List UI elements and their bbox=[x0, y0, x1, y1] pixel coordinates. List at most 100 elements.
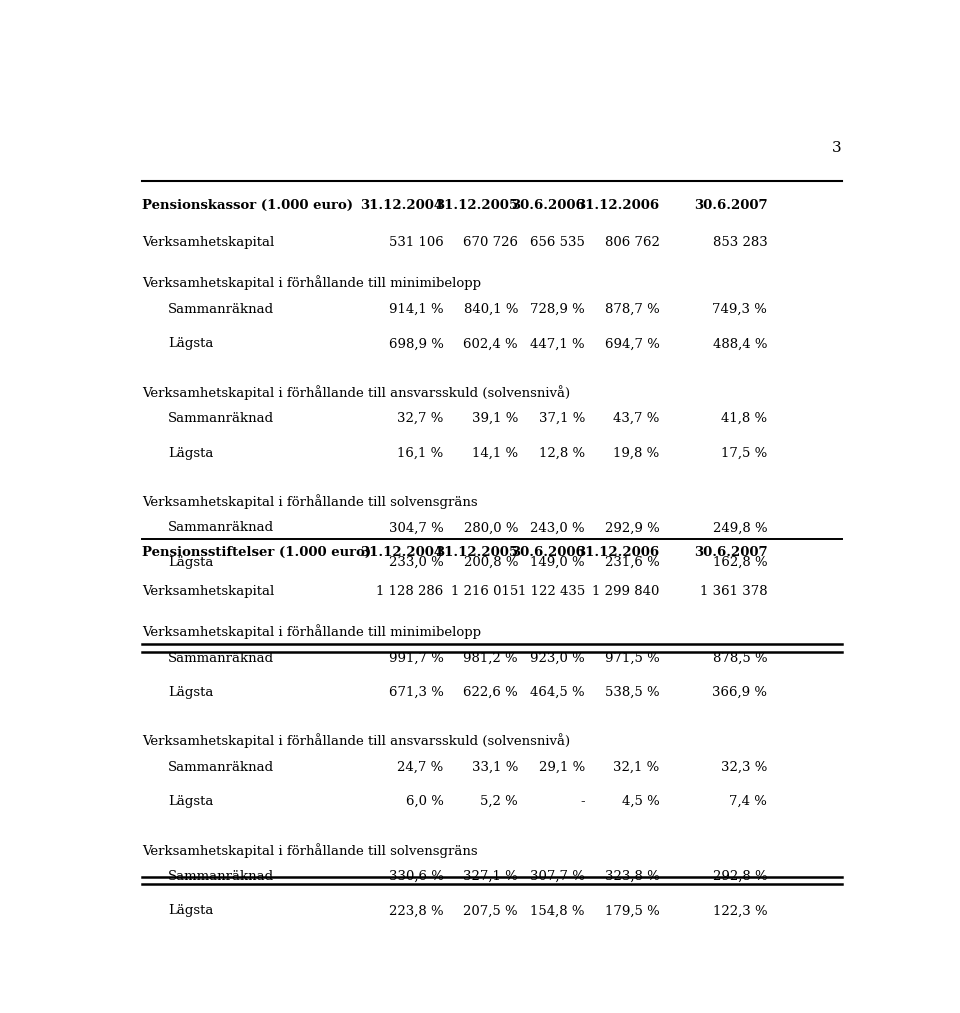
Text: 12,8 %: 12,8 % bbox=[539, 447, 585, 460]
Text: 327,1 %: 327,1 % bbox=[464, 870, 518, 883]
Text: Pensionsstiftelser (1.000 euro): Pensionsstiftelser (1.000 euro) bbox=[142, 546, 372, 558]
Text: Verksamhetskapital: Verksamhetskapital bbox=[142, 585, 275, 598]
Text: 531 106: 531 106 bbox=[389, 236, 444, 249]
Text: 656 535: 656 535 bbox=[530, 236, 585, 249]
Text: 207,5 %: 207,5 % bbox=[464, 905, 518, 918]
Text: 1 216 015: 1 216 015 bbox=[451, 585, 518, 598]
Text: Sammanräknad: Sammanräknad bbox=[168, 761, 275, 774]
Text: 728,9 %: 728,9 % bbox=[530, 303, 585, 316]
Text: 292,8 %: 292,8 % bbox=[712, 870, 767, 883]
Text: 41,8 %: 41,8 % bbox=[721, 412, 767, 425]
Text: 30.6.2007: 30.6.2007 bbox=[694, 546, 767, 558]
Text: Lägsta: Lägsta bbox=[168, 905, 214, 918]
Text: 30.6.2006: 30.6.2006 bbox=[512, 200, 585, 213]
Text: Pensionskassor (1.000 euro): Pensionskassor (1.000 euro) bbox=[142, 200, 353, 213]
Text: 5,2 %: 5,2 % bbox=[480, 795, 518, 808]
Text: 538,5 %: 538,5 % bbox=[605, 686, 660, 699]
Text: Verksamhetskapital: Verksamhetskapital bbox=[142, 236, 275, 249]
Text: 1 128 286: 1 128 286 bbox=[376, 585, 444, 598]
Text: 602,4 %: 602,4 % bbox=[464, 337, 518, 350]
Text: 853 283: 853 283 bbox=[712, 236, 767, 249]
Text: 233,0 %: 233,0 % bbox=[389, 556, 444, 568]
Text: 31.12.2005: 31.12.2005 bbox=[435, 546, 518, 558]
Text: 304,7 %: 304,7 % bbox=[389, 522, 444, 535]
Text: Lägsta: Lägsta bbox=[168, 337, 214, 350]
Text: Lägsta: Lägsta bbox=[168, 686, 214, 699]
Text: Sammanräknad: Sammanräknad bbox=[168, 522, 275, 535]
Text: 31.12.2005: 31.12.2005 bbox=[435, 200, 518, 213]
Text: 280,0 %: 280,0 % bbox=[464, 522, 518, 535]
Text: Sammanräknad: Sammanräknad bbox=[168, 651, 275, 665]
Text: 323,8 %: 323,8 % bbox=[605, 870, 660, 883]
Text: 231,6 %: 231,6 % bbox=[605, 556, 660, 568]
Text: 179,5 %: 179,5 % bbox=[605, 905, 660, 918]
Text: 31.12.2006: 31.12.2006 bbox=[576, 546, 660, 558]
Text: Lägsta: Lägsta bbox=[168, 447, 214, 460]
Text: 30.6.2006: 30.6.2006 bbox=[512, 546, 585, 558]
Text: 330,6 %: 330,6 % bbox=[389, 870, 444, 883]
Text: Verksamhetskapital i förhållande till solvensgräns: Verksamhetskapital i förhållande till so… bbox=[142, 843, 478, 858]
Text: 749,3 %: 749,3 % bbox=[712, 303, 767, 316]
Text: 694,7 %: 694,7 % bbox=[605, 337, 660, 350]
Text: 7,4 %: 7,4 % bbox=[730, 795, 767, 808]
Text: 622,6 %: 622,6 % bbox=[464, 686, 518, 699]
Text: 971,5 %: 971,5 % bbox=[605, 651, 660, 665]
Text: 16,1 %: 16,1 % bbox=[397, 447, 444, 460]
Text: 307,7 %: 307,7 % bbox=[530, 870, 585, 883]
Text: 4,5 %: 4,5 % bbox=[622, 795, 660, 808]
Text: 698,9 %: 698,9 % bbox=[389, 337, 444, 350]
Text: 366,9 %: 366,9 % bbox=[712, 686, 767, 699]
Text: 3: 3 bbox=[832, 141, 842, 155]
Text: 249,8 %: 249,8 % bbox=[712, 522, 767, 535]
Text: 488,4 %: 488,4 % bbox=[712, 337, 767, 350]
Text: 991,7 %: 991,7 % bbox=[389, 651, 444, 665]
Text: Verksamhetskapital i förhållande till solvensgräns: Verksamhetskapital i förhållande till so… bbox=[142, 494, 478, 509]
Text: Sammanräknad: Sammanräknad bbox=[168, 412, 275, 425]
Text: 981,2 %: 981,2 % bbox=[464, 651, 518, 665]
Text: 923,0 %: 923,0 % bbox=[530, 651, 585, 665]
Text: 670 726: 670 726 bbox=[463, 236, 518, 249]
Text: Verksamhetskapital i förhållande till minimibelopp: Verksamhetskapital i förhållande till mi… bbox=[142, 624, 481, 639]
Text: Lägsta: Lägsta bbox=[168, 795, 214, 808]
Text: 33,1 %: 33,1 % bbox=[471, 761, 518, 774]
Text: 31.12.2006: 31.12.2006 bbox=[576, 200, 660, 213]
Text: 149,0 %: 149,0 % bbox=[530, 556, 585, 568]
Text: Sammanräknad: Sammanräknad bbox=[168, 870, 275, 883]
Text: 292,9 %: 292,9 % bbox=[605, 522, 660, 535]
Text: 17,5 %: 17,5 % bbox=[721, 447, 767, 460]
Text: 30.6.2007: 30.6.2007 bbox=[694, 200, 767, 213]
Text: 32,1 %: 32,1 % bbox=[613, 761, 660, 774]
Text: 31.12.2004: 31.12.2004 bbox=[361, 200, 444, 213]
Text: 37,1 %: 37,1 % bbox=[539, 412, 585, 425]
Text: 840,1 %: 840,1 % bbox=[464, 303, 518, 316]
Text: 464,5 %: 464,5 % bbox=[530, 686, 585, 699]
Text: 24,7 %: 24,7 % bbox=[397, 761, 444, 774]
Text: 19,8 %: 19,8 % bbox=[613, 447, 660, 460]
Text: 1 299 840: 1 299 840 bbox=[592, 585, 660, 598]
Text: 39,1 %: 39,1 % bbox=[471, 412, 518, 425]
Text: 14,1 %: 14,1 % bbox=[472, 447, 518, 460]
Text: 162,8 %: 162,8 % bbox=[712, 556, 767, 568]
Text: 806 762: 806 762 bbox=[605, 236, 660, 249]
Text: 200,8 %: 200,8 % bbox=[464, 556, 518, 568]
Text: 914,1 %: 914,1 % bbox=[389, 303, 444, 316]
Text: 29,1 %: 29,1 % bbox=[539, 761, 585, 774]
Text: 6,0 %: 6,0 % bbox=[406, 795, 444, 808]
Text: 122,3 %: 122,3 % bbox=[712, 905, 767, 918]
Text: 43,7 %: 43,7 % bbox=[613, 412, 660, 425]
Text: Verksamhetskapital i förhållande till ansvarsskuld (solvensnivå): Verksamhetskapital i förhållande till an… bbox=[142, 733, 570, 749]
Text: Sammanräknad: Sammanräknad bbox=[168, 303, 275, 316]
Text: 32,7 %: 32,7 % bbox=[397, 412, 444, 425]
Text: 447,1 %: 447,1 % bbox=[530, 337, 585, 350]
Text: Lägsta: Lägsta bbox=[168, 556, 214, 568]
Text: 1 122 435: 1 122 435 bbox=[517, 585, 585, 598]
Text: -: - bbox=[581, 795, 585, 808]
Text: Verksamhetskapital i förhållande till ansvarsskuld (solvensnivå): Verksamhetskapital i förhållande till an… bbox=[142, 385, 570, 400]
Text: Verksamhetskapital i förhållande till minimibelopp: Verksamhetskapital i förhållande till mi… bbox=[142, 276, 481, 291]
Text: 32,3 %: 32,3 % bbox=[721, 761, 767, 774]
Text: 878,5 %: 878,5 % bbox=[712, 651, 767, 665]
Text: 1 361 378: 1 361 378 bbox=[700, 585, 767, 598]
Text: 223,8 %: 223,8 % bbox=[389, 905, 444, 918]
Text: 671,3 %: 671,3 % bbox=[389, 686, 444, 699]
Text: 31.12.2004: 31.12.2004 bbox=[361, 546, 444, 558]
